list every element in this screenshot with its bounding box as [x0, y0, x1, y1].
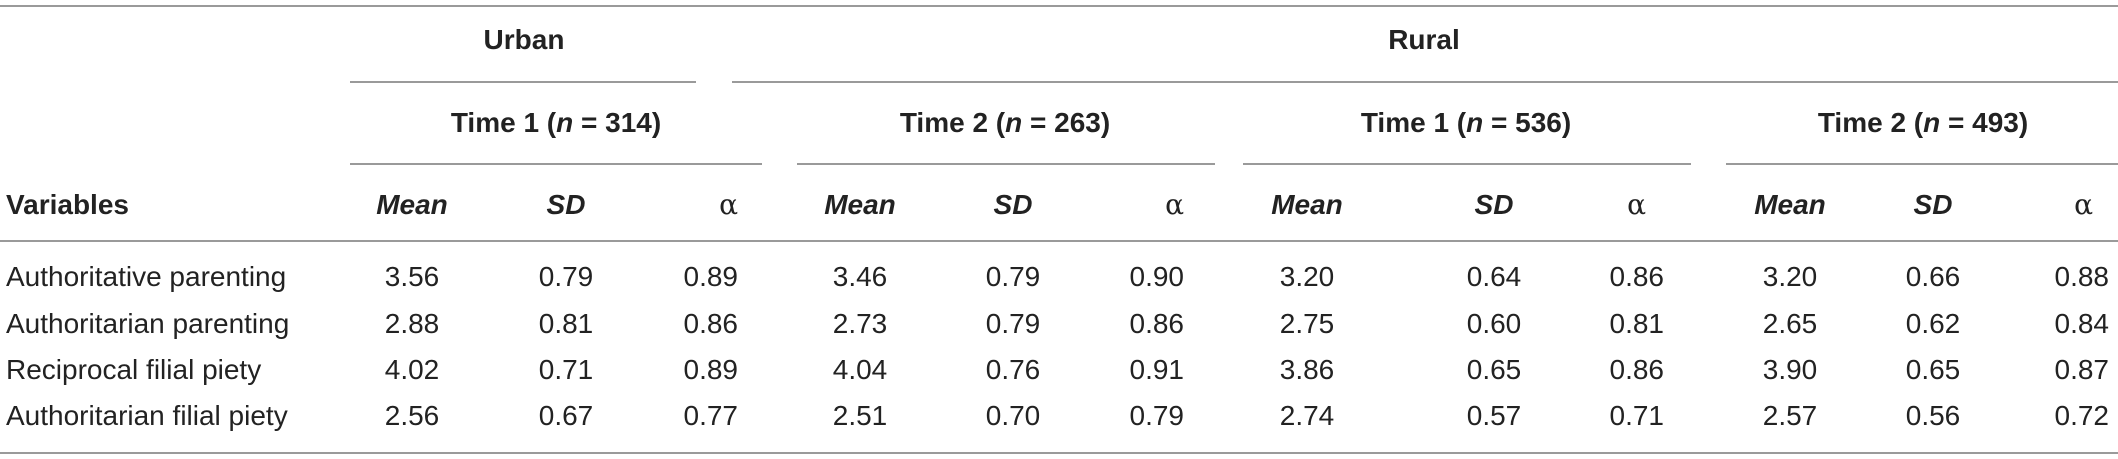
mean-cell: 2.51: [832, 400, 888, 431]
alpha-header: α: [2074, 188, 2093, 221]
sd-cell: 0.71: [538, 354, 594, 385]
sd-cell: 0.65: [1905, 354, 1961, 385]
urban-t2-rule: [797, 163, 1215, 165]
group-header-rural: Rural: [1388, 24, 1460, 55]
alpha-cell: 0.87: [2054, 354, 2110, 385]
mean-cell: 2.73: [832, 308, 888, 339]
alpha-header: α: [1165, 188, 1184, 221]
alpha-cell: 0.72: [2054, 400, 2110, 431]
time-header-rural-t2: Time 2 (n = 493): [1818, 106, 2028, 140]
alpha-cell: 0.86: [1129, 308, 1185, 339]
alpha-cell: 0.86: [1609, 261, 1665, 292]
time-label: Time 2 (: [1817, 107, 1924, 138]
mean-header: Mean: [376, 189, 448, 220]
mean-cell: 3.56: [384, 261, 440, 292]
mean-cell: 3.20: [1279, 261, 1335, 292]
sd-cell: 0.56: [1905, 400, 1961, 431]
alpha-cell: 0.89: [683, 261, 739, 292]
alpha-cell: 0.88: [2054, 261, 2110, 292]
sd-cell: 0.66: [1905, 261, 1961, 292]
row-label: Authoritarian filial piety: [6, 400, 288, 431]
sd-cell: 0.60: [1466, 308, 1522, 339]
row-label: Reciprocal filial piety: [6, 354, 262, 385]
alpha-cell: 0.79: [1129, 400, 1185, 431]
mean-cell: 3.46: [832, 261, 888, 292]
sd-header: SD: [1913, 189, 1953, 220]
variables-header: Variables: [6, 189, 129, 220]
time-header-rural-t1: Time 1 (n = 536): [1361, 106, 1571, 140]
alpha-cell: 0.81: [1609, 308, 1665, 339]
mean-header: Mean: [1754, 189, 1826, 220]
time-header-urban-t2: Time 2 (n = 263): [900, 106, 1110, 140]
mean-cell: 3.90: [1762, 354, 1818, 385]
sd-cell: 0.81: [538, 308, 594, 339]
rural-t2-rule: [1726, 163, 2118, 165]
sd-cell: 0.79: [985, 261, 1041, 292]
mean-cell: 2.57: [1762, 400, 1818, 431]
alpha-cell: 0.71: [1609, 400, 1665, 431]
rural-span-rule: [732, 81, 2118, 83]
mean-cell: 2.56: [384, 400, 440, 431]
mean-cell: 2.65: [1762, 308, 1818, 339]
sd-header: SD: [1474, 189, 1514, 220]
urban-t1-rule: [350, 163, 762, 165]
rural-t1-rule: [1243, 163, 1691, 165]
alpha-cell: 0.86: [683, 308, 739, 339]
sd-cell: 0.67: [538, 400, 594, 431]
mean-cell: 3.86: [1279, 354, 1335, 385]
sd-header: SD: [546, 189, 586, 220]
sd-cell: 0.64: [1466, 261, 1522, 292]
bottom-rule: [0, 452, 2118, 454]
top-rule: [0, 5, 2118, 7]
alpha-cell: 0.77: [683, 400, 739, 431]
sd-cell: 0.70: [985, 400, 1041, 431]
mean-cell: 3.20: [1762, 261, 1818, 292]
alpha-cell: 0.91: [1129, 354, 1185, 385]
alpha-header: α: [1627, 188, 1646, 221]
row-label: Authoritarian parenting: [6, 308, 290, 339]
n-symbol: n: [1466, 107, 1484, 138]
sd-cell: 0.79: [985, 308, 1041, 339]
mean-cell: 4.02: [384, 354, 440, 385]
n-value: = 493): [1940, 107, 2029, 138]
sd-cell: 0.79: [538, 261, 594, 292]
sd-cell: 0.57: [1466, 400, 1522, 431]
n-symbol: n: [1923, 107, 1941, 138]
header-bottom-rule: [0, 240, 2118, 242]
n-symbol: n: [1005, 107, 1023, 138]
time-label: Time 1 (: [1360, 107, 1467, 138]
time-label: Time 1 (: [450, 107, 557, 138]
mean-header: Mean: [1271, 189, 1343, 220]
sd-cell: 0.62: [1905, 308, 1961, 339]
n-value: = 263): [1022, 107, 1111, 138]
group-header-urban: Urban: [483, 24, 565, 55]
mean-cell: 2.88: [384, 308, 440, 339]
n-symbol: n: [556, 107, 574, 138]
alpha-header: α: [719, 188, 738, 221]
mean-header: Mean: [824, 189, 896, 220]
alpha-cell: 0.84: [2054, 308, 2110, 339]
alpha-cell: 0.90: [1129, 261, 1185, 292]
mean-cell: 4.04: [832, 354, 888, 385]
time-label: Time 2 (: [899, 107, 1006, 138]
n-value: = 536): [1483, 107, 1572, 138]
mean-cell: 2.74: [1279, 400, 1335, 431]
mean-cell: 2.75: [1279, 308, 1335, 339]
urban-span-rule: [350, 81, 696, 83]
alpha-cell: 0.89: [683, 354, 739, 385]
sd-cell: 0.65: [1466, 354, 1522, 385]
n-value: = 314): [573, 107, 662, 138]
alpha-cell: 0.86: [1609, 354, 1665, 385]
sd-cell: 0.76: [985, 354, 1041, 385]
time-header-urban-t1: Time 1 (n = 314): [451, 106, 661, 140]
sd-header: SD: [993, 189, 1033, 220]
row-label: Authoritative parenting: [6, 261, 287, 292]
